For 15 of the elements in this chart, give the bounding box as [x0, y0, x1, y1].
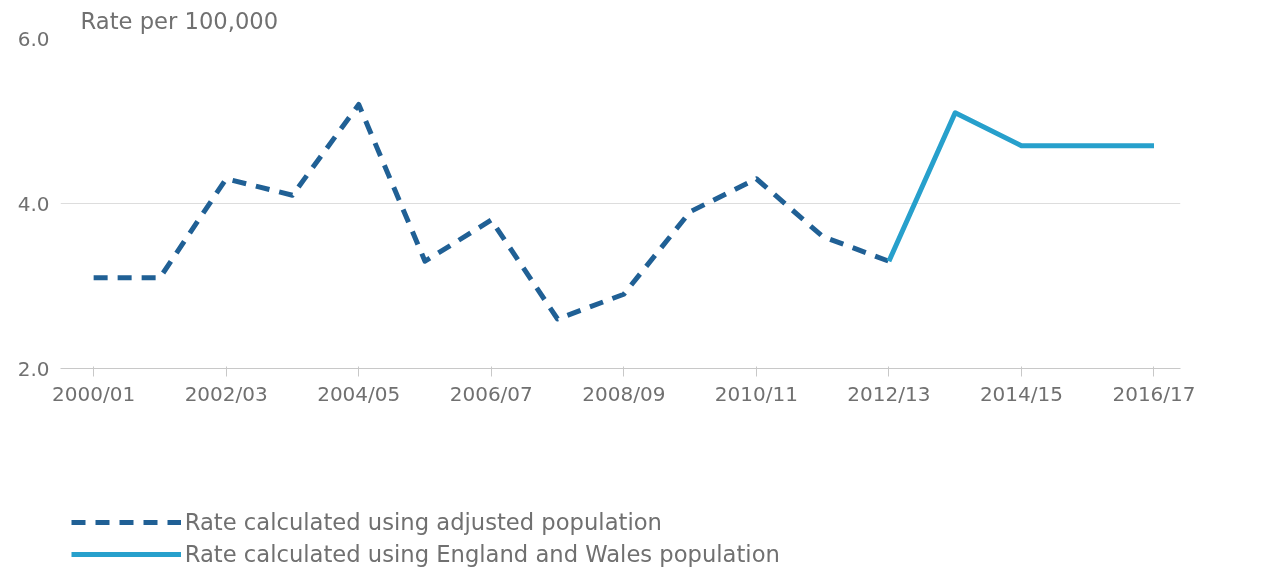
y-tick-label: 6.0 — [17, 26, 50, 51]
legend-label: Rate calculated using England and Wales population — [184, 540, 780, 567]
x-tick-label: 2008/09 — [582, 381, 666, 406]
x-tick-label: 2006/07 — [449, 381, 533, 406]
x-tick-label: 2016/17 — [1112, 381, 1196, 406]
y-tick-label: 4.0 — [17, 191, 50, 216]
x-tick-label: 2012/13 — [847, 381, 931, 406]
x-tick-label: 2004/05 — [317, 381, 401, 406]
x-tick-label: 2000/01 — [52, 381, 136, 406]
x-tick-label: 2002/03 — [184, 381, 268, 406]
x-tick-label: 2014/15 — [979, 381, 1063, 406]
y-axis-title: Rate per 100,000 — [80, 7, 279, 34]
x-tick-label: 2010/11 — [714, 381, 798, 406]
legend-label: Rate calculated using adjusted population — [184, 508, 662, 535]
y-tick-label: 2.0 — [17, 356, 50, 381]
